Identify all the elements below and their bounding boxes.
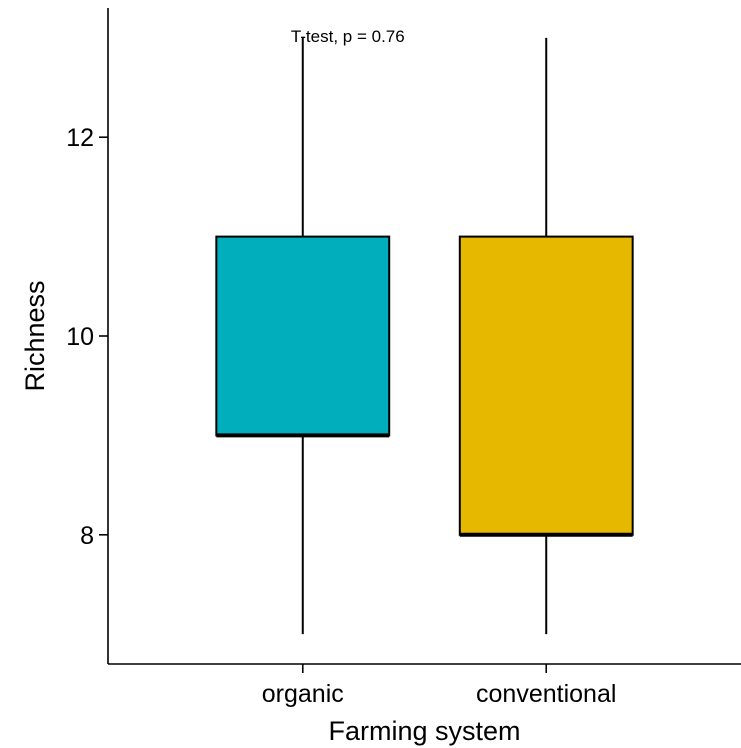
box-conventional [458,235,634,536]
box-organic [215,235,391,437]
plot-marks [215,37,634,635]
y-tick-label: 12 [66,124,94,152]
t-test-annotation: T-test, p = 0.76 [291,27,405,46]
y-axis-title: Richness [20,280,50,391]
y-tick-label: 8 [80,522,94,550]
x-axis: organic conventional [108,663,741,708]
y-tick-label: 10 [66,323,94,351]
x-tick-label: organic [262,680,344,708]
x-axis-title: Farming system [328,716,520,746]
x-tick-label: conventional [476,680,616,708]
y-axis: 8 10 12 [66,8,109,664]
